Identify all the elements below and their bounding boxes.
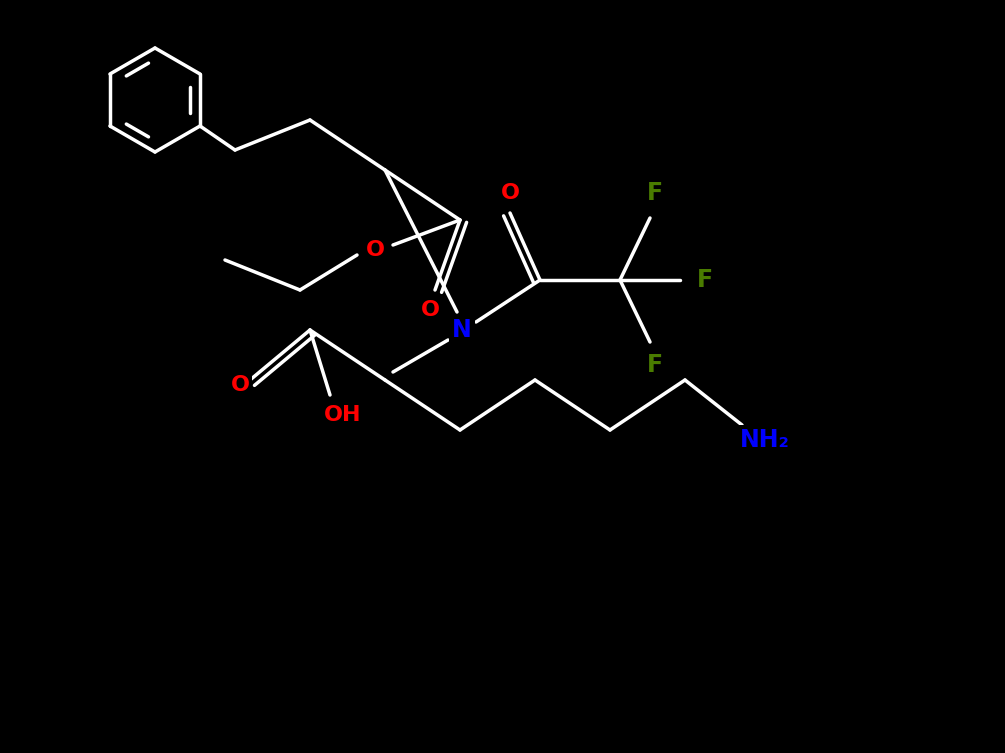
Text: F: F xyxy=(696,268,714,292)
Text: OH: OH xyxy=(325,405,362,425)
Text: O: O xyxy=(500,183,520,203)
Text: F: F xyxy=(647,353,663,377)
Text: O: O xyxy=(230,375,249,395)
Text: NH₂: NH₂ xyxy=(740,428,790,452)
Text: O: O xyxy=(420,300,439,320)
Text: F: F xyxy=(647,181,663,205)
Text: N: N xyxy=(452,318,472,342)
Text: O: O xyxy=(366,240,385,260)
